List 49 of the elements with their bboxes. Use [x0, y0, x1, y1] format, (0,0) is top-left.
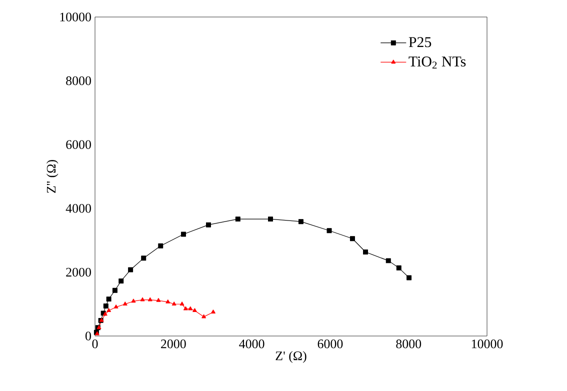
point — [141, 256, 146, 261]
point — [180, 232, 186, 237]
legend-label: TiO$_{2}$ NTs — [408, 56, 466, 69]
x-tick-label: 4000 — [239, 340, 264, 348]
point — [206, 222, 211, 228]
point — [298, 219, 304, 224]
point — [386, 258, 391, 264]
point — [202, 314, 206, 318]
y-tick-label: 4000 — [66, 204, 91, 213]
y-tick-label: 0 — [86, 332, 91, 340]
point — [106, 308, 111, 312]
point — [363, 250, 368, 254]
x-tick-label: 0 — [92, 340, 98, 348]
point — [148, 297, 152, 302]
point — [183, 306, 188, 310]
point — [106, 296, 112, 302]
x-tick-label: 8000 — [396, 340, 422, 348]
y-tick-label: 2000 — [66, 268, 91, 277]
legend-label: P25 — [408, 37, 432, 48]
point — [158, 243, 164, 248]
point — [156, 298, 161, 302]
point — [268, 216, 273, 222]
y-axis-title: Z'' (Ω) — [46, 160, 58, 193]
point — [350, 236, 355, 242]
point — [128, 267, 134, 272]
x-axis-title: Z' (Ω) — [276, 351, 306, 363]
point — [396, 265, 402, 270]
point — [118, 278, 124, 284]
point — [103, 303, 108, 308]
y-tick-label: 10000 — [60, 12, 91, 22]
point — [211, 310, 216, 314]
y-tick-label: 8000 — [66, 76, 91, 86]
point — [122, 302, 128, 306]
point — [188, 306, 193, 310]
point — [140, 297, 145, 302]
x-tick-label: 2000 — [161, 340, 186, 348]
point — [131, 298, 136, 303]
y-tick-label: 6000 — [66, 140, 91, 149]
point — [112, 288, 118, 293]
x-tick-label: 10000 — [472, 340, 503, 348]
point — [326, 228, 332, 234]
point — [172, 302, 176, 306]
point — [192, 308, 197, 312]
point — [235, 216, 240, 222]
point — [114, 304, 118, 308]
point — [406, 275, 412, 280]
point — [180, 302, 184, 306]
point — [166, 299, 170, 304]
x-tick-label: 6000 — [318, 340, 343, 348]
